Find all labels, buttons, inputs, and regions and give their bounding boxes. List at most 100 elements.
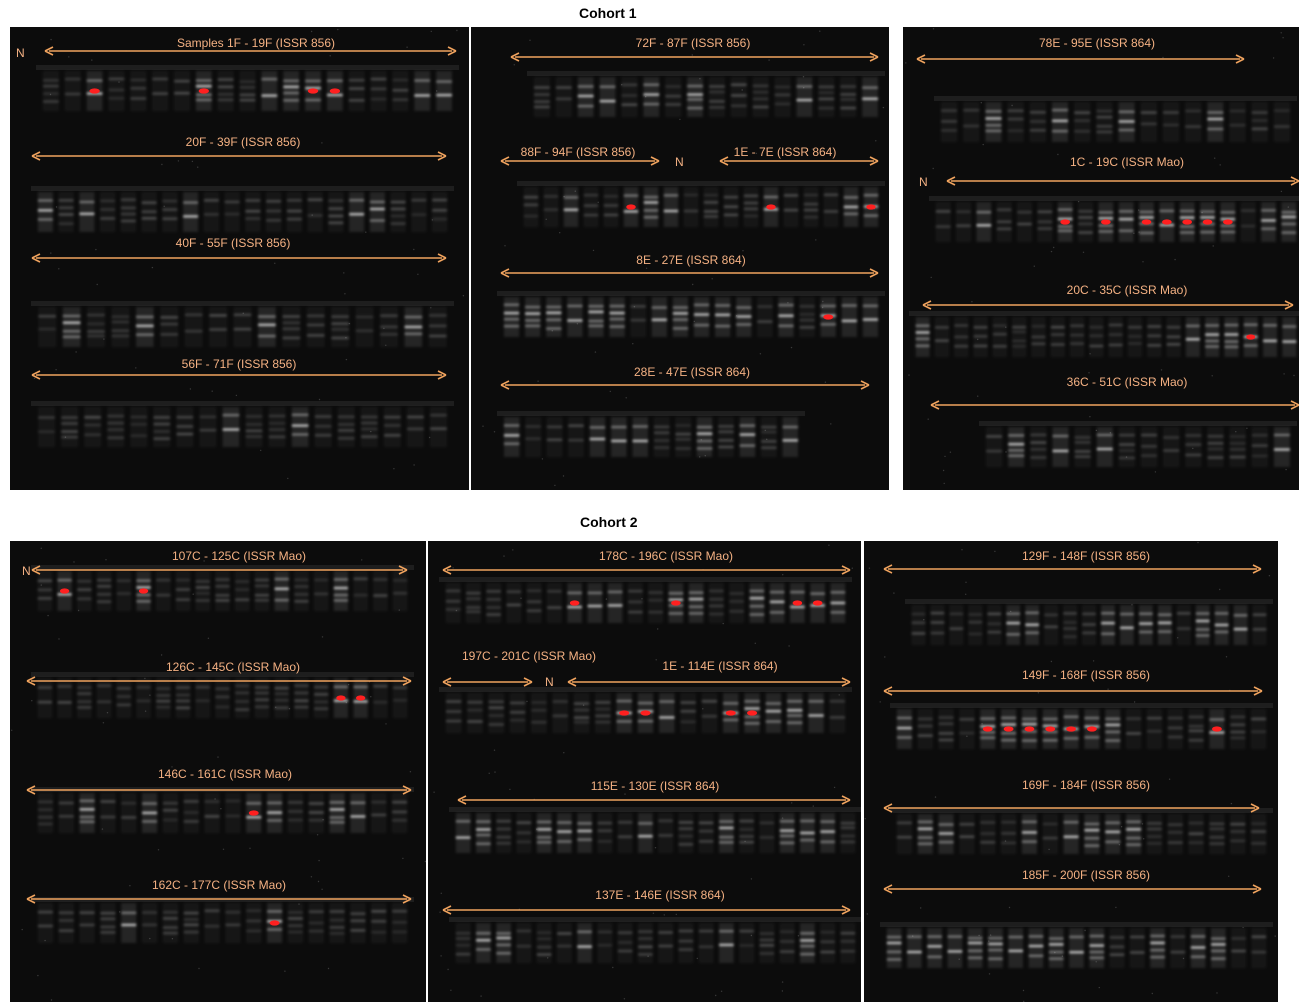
gel-lane: [100, 793, 115, 833]
lane-range-label: Samples 1F - 19F (ISSR 856): [177, 36, 335, 50]
gel-lane: [1064, 814, 1079, 854]
gel-speckle: [1051, 661, 1052, 662]
gel-lane: [557, 923, 572, 963]
gel-lane: [719, 923, 734, 963]
gel-lane: [446, 583, 461, 623]
gel-lane: [429, 307, 447, 347]
gel-lane: [736, 297, 751, 337]
gel-speckle: [289, 708, 290, 709]
gel-lane: [808, 693, 823, 733]
gel-lane: [142, 903, 157, 943]
gel-lane: [862, 77, 878, 117]
gel-speckle: [828, 545, 829, 546]
gel-speckle: [1293, 375, 1294, 376]
gel-lane: [664, 187, 678, 227]
gel-lane: [436, 71, 452, 111]
gel-speckle: [321, 889, 322, 890]
gel-lane: [1252, 928, 1267, 968]
gel-lane: [294, 571, 308, 611]
gel-lane: [1282, 317, 1296, 357]
gel-lane: [1253, 605, 1267, 645]
gel-speckle: [58, 638, 59, 639]
gel-speckle: [931, 277, 932, 278]
gel-lane: [1119, 202, 1134, 242]
negative-control-marker: N: [22, 564, 31, 578]
lane-range-label: 88F - 94F (ISSR 856): [521, 145, 636, 159]
gel-lane: [288, 903, 303, 943]
gel-lane: [1109, 317, 1123, 357]
gel-speckle: [624, 793, 625, 794]
gel-speckle: [1220, 164, 1221, 165]
gel-speckle: [406, 47, 407, 48]
gel-lane: [246, 903, 261, 943]
gel-speckle: [935, 796, 936, 797]
gel-speckle: [152, 267, 153, 268]
gel-lane: [330, 793, 345, 833]
gel-speckle: [559, 232, 560, 233]
gel-lane: [1063, 605, 1077, 645]
lane-range-label: 197C - 201C (ISSR Mao): [462, 649, 596, 663]
gel-lane: [225, 192, 240, 232]
gel-lane: [525, 417, 540, 457]
gel-speckle: [989, 973, 990, 974]
lane-range-label: 78E - 95E (ISSR 864): [1039, 36, 1155, 50]
gel-lane: [142, 192, 157, 232]
gel-speckle: [961, 549, 962, 550]
gel-speckle: [22, 929, 23, 930]
gel-lane: [1008, 928, 1023, 968]
gel-lane: [109, 71, 125, 111]
gel-lane: [1189, 814, 1204, 854]
gel-lane: [719, 813, 734, 853]
gel-speckle: [504, 245, 505, 246]
gel-lane: [1030, 427, 1046, 467]
gel-speckle: [692, 284, 693, 285]
gel-speckle: [198, 968, 199, 969]
gel-speckle: [944, 456, 945, 457]
gel-lane: [393, 571, 407, 611]
gel-lane: [525, 297, 540, 337]
gel-lane: [1070, 317, 1084, 357]
gel-speckle: [834, 787, 835, 788]
gel-speckle: [321, 142, 322, 143]
gel-speckle: [494, 431, 495, 432]
gel-speckle: [413, 249, 414, 250]
saturated-band: [1101, 219, 1111, 224]
gel-lane: [1089, 317, 1103, 357]
gel-lane: [598, 923, 613, 963]
gel-speckle: [852, 568, 853, 569]
gel-lane: [43, 71, 59, 111]
gel-lane: [658, 813, 673, 853]
well-strip: [497, 291, 885, 296]
gel-lane: [1147, 317, 1161, 357]
gel-lane: [1105, 709, 1120, 749]
gel-lane: [223, 407, 240, 447]
gel-lane: [225, 903, 240, 943]
gel-lane: [598, 813, 613, 853]
gel-lane: [784, 187, 798, 227]
gel-speckle: [983, 144, 984, 145]
gel-lane: [136, 678, 150, 718]
gel-lane: [588, 583, 603, 623]
gel-lane: [780, 813, 795, 853]
saturated-band: [1045, 726, 1055, 731]
gel-lane: [956, 202, 971, 242]
gel-lane: [907, 928, 922, 968]
gel-lane: [757, 297, 772, 337]
gel-lane: [840, 77, 856, 117]
gel-lane: [1052, 102, 1068, 142]
gel-lane: [349, 71, 365, 111]
gel-speckle: [782, 981, 783, 982]
gel-lane: [275, 571, 289, 611]
gel-speckle: [782, 574, 783, 575]
gel-lane: [80, 903, 95, 943]
gel-speckle: [494, 771, 495, 772]
gel-speckle: [91, 59, 92, 60]
gel-lane: [1069, 928, 1084, 968]
gel-lane: [371, 903, 386, 943]
gel-lane: [334, 571, 348, 611]
gel-lane: [577, 923, 592, 963]
gel-lane: [680, 693, 695, 733]
gel-speckle: [431, 31, 432, 32]
gel-lane: [527, 583, 542, 623]
gel-lane: [987, 605, 1001, 645]
